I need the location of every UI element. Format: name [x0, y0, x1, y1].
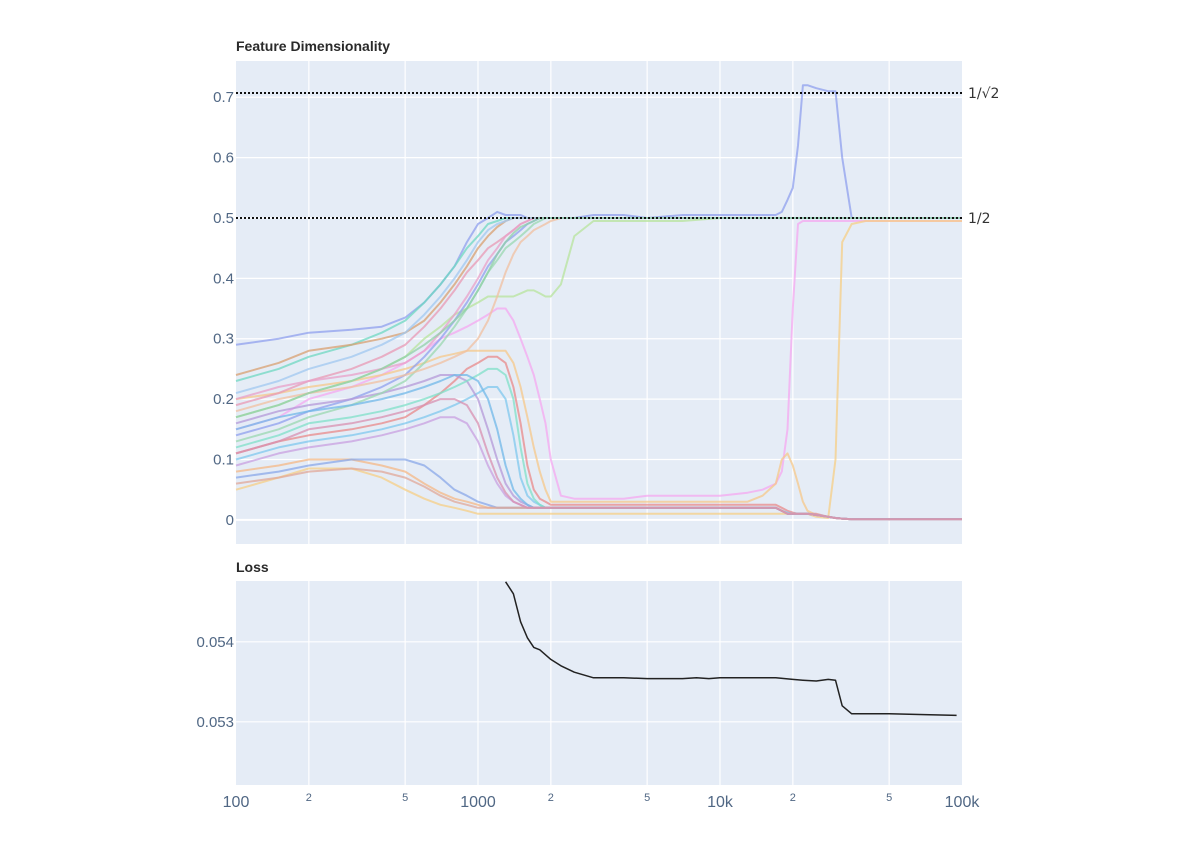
x-tick-label-major: 100k [945, 794, 981, 811]
loss-title: Loss [236, 559, 269, 575]
loss-grid [236, 581, 962, 785]
dimensionality-series-2 [235, 220, 962, 519]
x-tick-label-major: 10k [707, 794, 734, 811]
dimensionality-series-23 [235, 217, 962, 419]
dimensionality-y-tick-label: 0.1 [213, 451, 234, 468]
feature-dimensionality-y-ticks: 0 0.1 0.2 0.3 0.4 0.5 0.6 0.7 [213, 89, 234, 529]
x-tick-label-minor: 5 [402, 792, 408, 804]
dimensionality-y-tick-label: 0.7 [213, 89, 234, 106]
dimensionality-y-tick-label: 0.2 [213, 391, 234, 408]
loss-series [504, 581, 957, 717]
reference-lines: 1/√2 1/2 [236, 86, 999, 227]
loss-plot-area [236, 581, 962, 785]
dimensionality-series-22 [235, 398, 962, 521]
loss-y-tick-label: 0.053 [196, 714, 234, 731]
x-tick-label-minor: 2 [306, 792, 312, 804]
feature-dimensionality-plot-area [236, 61, 962, 544]
dimensionality-y-tick-label: 0 [226, 512, 234, 529]
x-tick-label-minor: 2 [548, 792, 554, 804]
x-axis-ticks: 100 2 5 1000 2 5 10k 2 5 100k [223, 792, 981, 811]
reference-line-label-0: 1/√2 [968, 86, 999, 102]
reference-line-label-1: 1/2 [968, 211, 991, 227]
x-tick-label-minor: 5 [886, 792, 892, 804]
dimensionality-y-tick-label: 0.6 [213, 150, 234, 167]
x-tick-label-major: 100 [223, 794, 250, 811]
x-tick-label-major: 1000 [460, 794, 496, 811]
dimensionality-y-tick-label: 0.5 [213, 210, 234, 227]
x-tick-label-minor: 5 [644, 792, 650, 804]
dimensionality-y-tick-label: 0.3 [213, 331, 234, 348]
loss-line [504, 581, 957, 717]
feature-dimensionality-title: Feature Dimensionality [236, 38, 390, 54]
feature-dimensionality-series [235, 84, 962, 521]
dimensionality-y-tick-label: 0.4 [213, 270, 234, 287]
x-tick-label-minor: 2 [790, 792, 796, 804]
loss-panel: Loss 0.053 0.054 100 2 5 1000 2 5 10k 2 5 100k [196, 559, 980, 811]
loss-y-tick-label: 0.054 [196, 634, 234, 651]
loss-y-ticks: 0.053 0.054 [196, 634, 234, 731]
feature-dimensionality-panel: Feature Dimensionality 1/√2 1/2 0 0.1 0.2 0.… [213, 38, 999, 544]
